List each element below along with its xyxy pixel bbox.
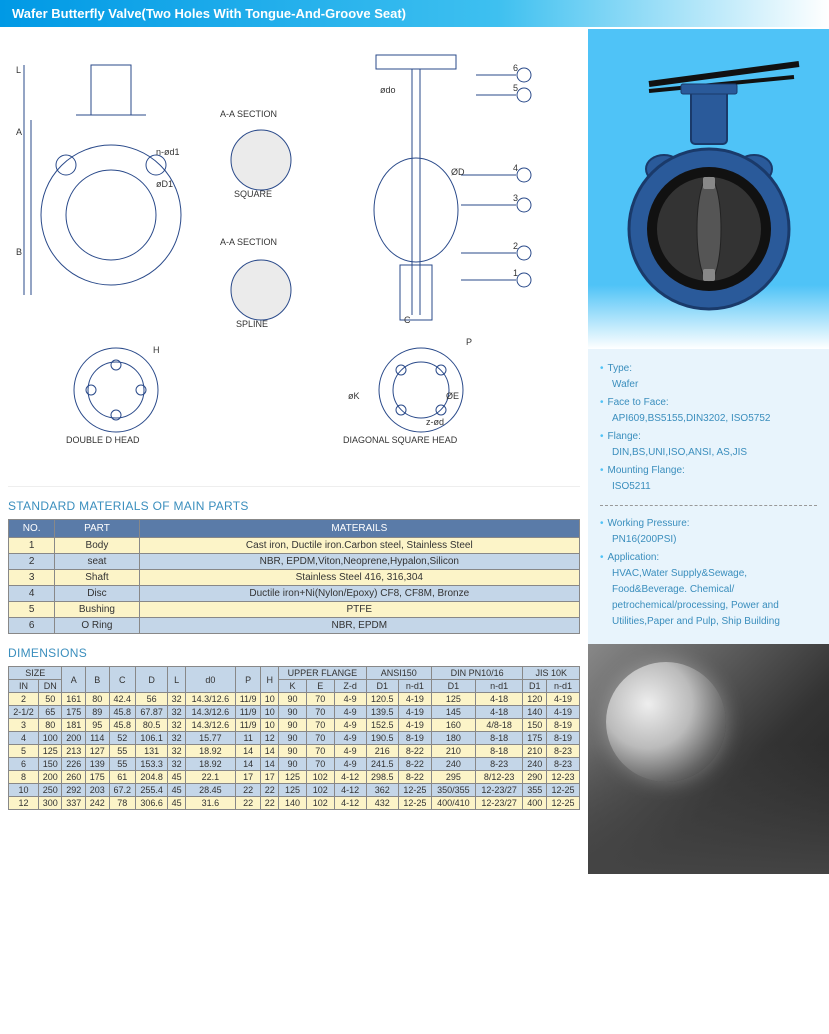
dims-header: B [85, 667, 109, 693]
main-layout: A B L H øD1 n-ød1 A-A SECTION SQUARE A-A… [0, 29, 829, 874]
square-label: SQUARE [234, 189, 272, 199]
dims-header: ANSI150 [366, 667, 431, 680]
spec-item: •Application:HVAC,Water Supply&Sewage, F… [600, 550, 817, 630]
decorative-image [588, 644, 829, 874]
table-row: 410020011452106.13215.77111290704-9190.5… [9, 732, 580, 745]
table-row: 6O RingNBR, EPDM [9, 618, 580, 634]
dim-k: øK [348, 391, 360, 401]
dimensions-title: DIMENSIONS [8, 646, 580, 660]
spec-item: •Type:Wafer [600, 361, 817, 393]
specs-divider [600, 505, 817, 506]
materials-table: NO.PARTMATERAILS 1BodyCast iron, Ductile… [8, 519, 580, 634]
dim-zd: z-ød [426, 417, 444, 427]
materials-header: PART [55, 520, 139, 538]
callout-3: 3 [513, 193, 518, 203]
page-title: Wafer Butterfly Valve(Two Holes With Ton… [0, 0, 829, 27]
dim-a: A [16, 127, 22, 137]
dim-nd1: n-ød1 [156, 147, 180, 157]
table-row: 2seatNBR, EPDM,Viton,Neoprene,Hypalon,Si… [9, 554, 580, 570]
dim-do: ødo [380, 85, 396, 95]
dim-c: C [404, 315, 411, 325]
table-row: 615022613955153.33218.92141490704-9241.5… [9, 758, 580, 771]
dimensions-table: SIZEABCDLd0PHUPPER FLANGEANSI150DIN PN10… [8, 666, 580, 810]
dims-header: H [261, 667, 279, 693]
callout-1: 1 [513, 268, 518, 278]
spec-item: •Face to Face:API609,BS5155,DIN3202, ISO… [600, 395, 817, 427]
aa-section-1: A-A SECTION [220, 109, 277, 119]
table-row: 1BodyCast iron, Ductile iron.Carbon stee… [9, 538, 580, 554]
materials-header: MATERAILS [139, 520, 579, 538]
diagram-svg [16, 45, 576, 485]
table-row: 2-1/2651758945.867.873214.3/12.611/91090… [9, 706, 580, 719]
dims-header: C [109, 667, 135, 693]
callout-5: 5 [513, 83, 518, 93]
spline-label: SPLINE [236, 319, 268, 329]
dim-d1: øD1 [156, 179, 173, 189]
specs-panel: •Type:Wafer•Face to Face:API609,BS5155,D… [588, 349, 829, 644]
spec-item: •Flange:DIN,BS,UNI,ISO,ANSI, AS,JIS [600, 429, 817, 461]
spec-item: •Working Pressure:PN16(200PSI) [600, 516, 817, 548]
dims-header: d0 [185, 667, 235, 693]
table-row: 1230033724278306.64531.622221401024-1243… [9, 797, 580, 810]
dim-od: ØD [451, 167, 465, 177]
dims-header: DIN PN10/16 [431, 667, 523, 680]
callout-4: 4 [513, 163, 518, 173]
table-row: 3ShaftStainless Steel 416, 316,304 [9, 570, 580, 586]
dim-h: H [153, 345, 160, 355]
diagonal-label: DIAGONAL SQUARE HEAD [343, 435, 457, 445]
table-row: 4DiscDuctile iron+Ni(Nylon/Epoxy) CF8, C… [9, 586, 580, 602]
double-d-label: DOUBLE D HEAD [66, 435, 140, 445]
table-row: 5BushingPTFE [9, 602, 580, 618]
materials-title: STANDARD MATERIALS OF MAIN PARTS [8, 499, 580, 513]
table-row: 3801819545.880.53214.3/12.611/91090704-9… [9, 719, 580, 732]
globe-icon [606, 662, 726, 782]
dim-l: L [16, 65, 21, 75]
materials-header: NO. [9, 520, 55, 538]
spec-item: •Mounting Flange:ISO5211 [600, 463, 817, 495]
left-column: A B L H øD1 n-ød1 A-A SECTION SQUARE A-A… [0, 29, 588, 874]
valve-illustration [609, 49, 809, 329]
dims-header: SIZE [9, 667, 62, 680]
dims-header: UPPER FLANGE [279, 667, 366, 680]
dims-header: L [168, 667, 186, 693]
dims-header: P [235, 667, 261, 693]
callout-2: 2 [513, 241, 518, 251]
aa-section-2: A-A SECTION [220, 237, 277, 247]
dims-header: D [135, 667, 167, 693]
table-row: 820026017561204.84522.117171251024-12298… [9, 771, 580, 784]
dim-b: B [16, 247, 22, 257]
table-row: 5125213127551313218.92141490704-92168-22… [9, 745, 580, 758]
table-row: 2501618042.4563214.3/12.611/91090704-912… [9, 693, 580, 706]
technical-diagram: A B L H øD1 n-ød1 A-A SECTION SQUARE A-A… [8, 37, 580, 487]
callout-6: 6 [513, 63, 518, 73]
table-row: 1025029220367.2255.44528.4522221251024-1… [9, 784, 580, 797]
dim-e: ØE [446, 391, 459, 401]
dims-header: JIS 10K [523, 667, 580, 680]
right-column: •Type:Wafer•Face to Face:API609,BS5155,D… [588, 29, 829, 874]
dim-p: P [466, 337, 472, 347]
product-image [588, 29, 829, 349]
dims-header: A [62, 667, 86, 693]
